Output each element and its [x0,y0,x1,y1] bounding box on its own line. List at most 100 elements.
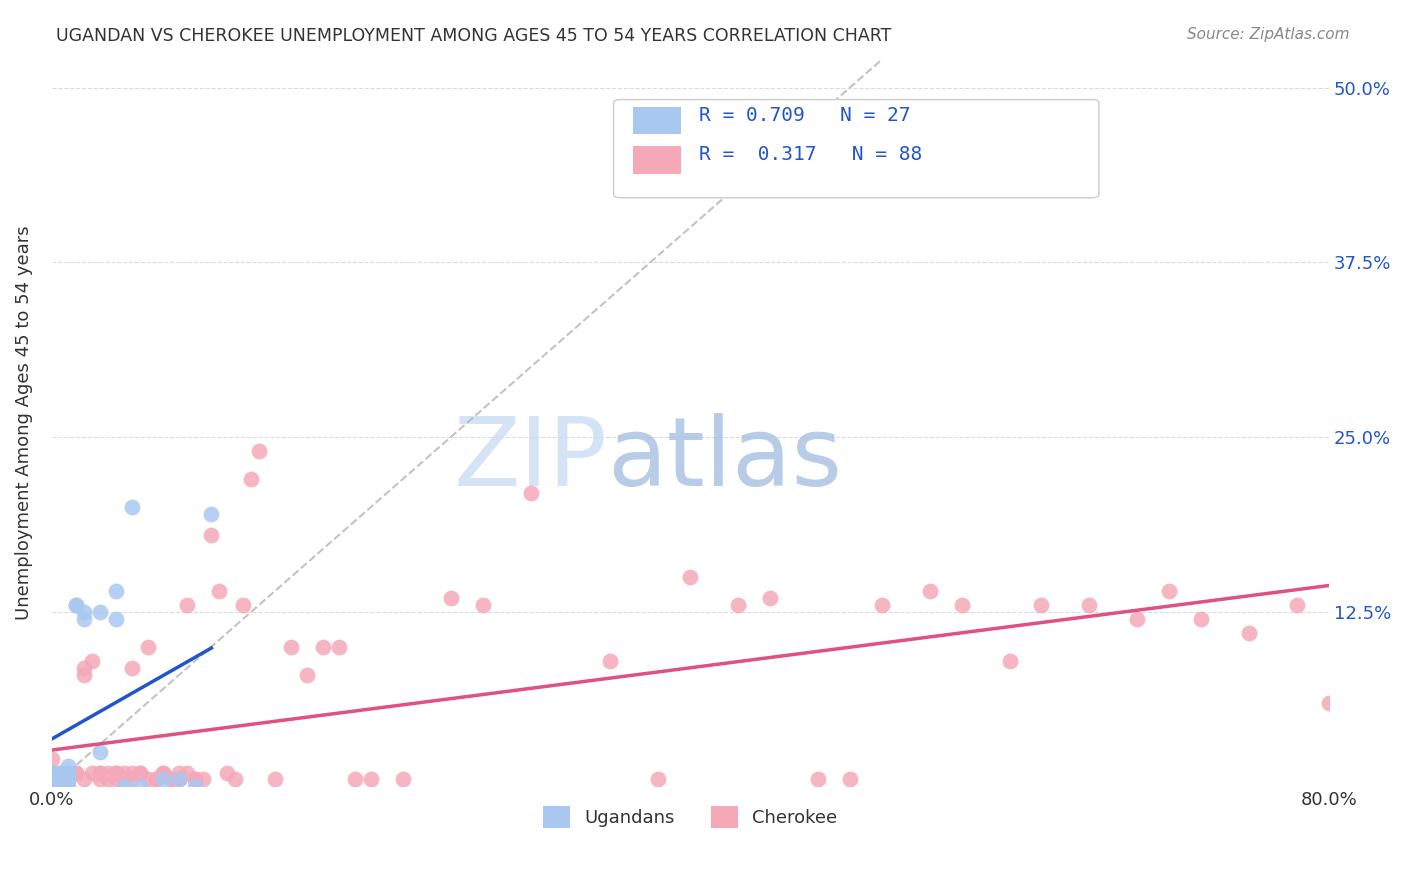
Point [128,765,150,780]
Point [152,765,174,780]
Point [112,772,135,787]
Text: ZIP: ZIP [453,413,607,506]
Point [224,772,246,787]
Point [128,780,150,794]
Point [264,772,287,787]
Text: atlas: atlas [607,413,842,506]
Point [121,661,143,675]
Y-axis label: Unemployment Among Ages 45 to 54 years: Unemployment Among Ages 45 to 54 years [15,226,32,620]
Point [73,667,96,681]
Legend: Ugandans, Cherokee: Ugandans, Cherokee [536,799,845,836]
Point [48,765,70,780]
Point [1159,583,1181,598]
Point [41,780,63,794]
Point [176,598,198,612]
Point [184,780,207,794]
Point [104,612,127,626]
FancyBboxPatch shape [633,146,682,174]
Point [48,765,70,780]
Point [80,765,103,780]
Point [169,765,191,780]
Point [48,772,70,787]
Text: R =  0.317   N = 88: R = 0.317 N = 88 [699,145,922,164]
Point [48,772,70,787]
Point [89,772,111,787]
Point [160,772,183,787]
Point [200,528,222,542]
Point [295,667,318,681]
Point [136,772,159,787]
Point [184,772,207,787]
Point [112,765,135,780]
Point [128,765,150,780]
Point [48,772,70,787]
Point [145,772,167,787]
FancyBboxPatch shape [633,107,682,135]
Point [176,765,198,780]
Point [41,772,63,787]
Point [193,772,215,787]
Point [169,772,191,787]
Point [471,598,494,612]
Point [918,583,941,598]
Point [65,598,87,612]
Point [392,772,415,787]
Text: Source: ZipAtlas.com: Source: ZipAtlas.com [1187,27,1350,42]
Point [599,654,621,668]
Point [41,765,63,780]
Point [73,612,96,626]
Point [121,772,143,787]
Point [56,758,79,772]
Point [184,772,207,787]
Point [41,751,63,765]
Point [89,605,111,619]
Point [97,772,120,787]
Point [104,583,127,598]
Point [56,780,79,794]
Point [152,765,174,780]
Point [104,765,127,780]
Point [328,640,350,654]
Point [121,765,143,780]
Point [97,765,120,780]
Point [344,772,367,787]
Point [48,765,70,780]
Point [112,780,135,794]
Point [1126,612,1149,626]
Point [89,765,111,780]
Point [838,772,860,787]
Point [56,772,79,787]
Point [759,591,782,605]
Point [200,507,222,521]
Point [1031,598,1053,612]
Point [1285,598,1308,612]
Point [56,765,79,780]
Point [48,772,70,787]
Point [121,500,143,514]
Point [104,765,127,780]
Point [169,772,191,787]
Point [56,772,79,787]
Point [41,765,63,780]
Point [56,772,79,787]
Point [73,772,96,787]
Point [65,765,87,780]
Point [312,640,335,654]
Point [208,583,231,598]
Point [679,570,702,584]
Point [1078,598,1101,612]
Point [104,772,127,787]
Point [240,472,263,486]
Point [647,772,669,787]
Point [136,640,159,654]
Point [65,765,87,780]
Point [217,765,239,780]
Point [41,772,63,787]
Point [73,605,96,619]
Point [89,765,111,780]
Point [89,745,111,759]
Point [807,772,830,787]
Text: UGANDAN VS CHEROKEE UNEMPLOYMENT AMONG AGES 45 TO 54 YEARS CORRELATION CHART: UGANDAN VS CHEROKEE UNEMPLOYMENT AMONG A… [56,27,891,45]
Point [280,640,302,654]
Point [152,772,174,787]
